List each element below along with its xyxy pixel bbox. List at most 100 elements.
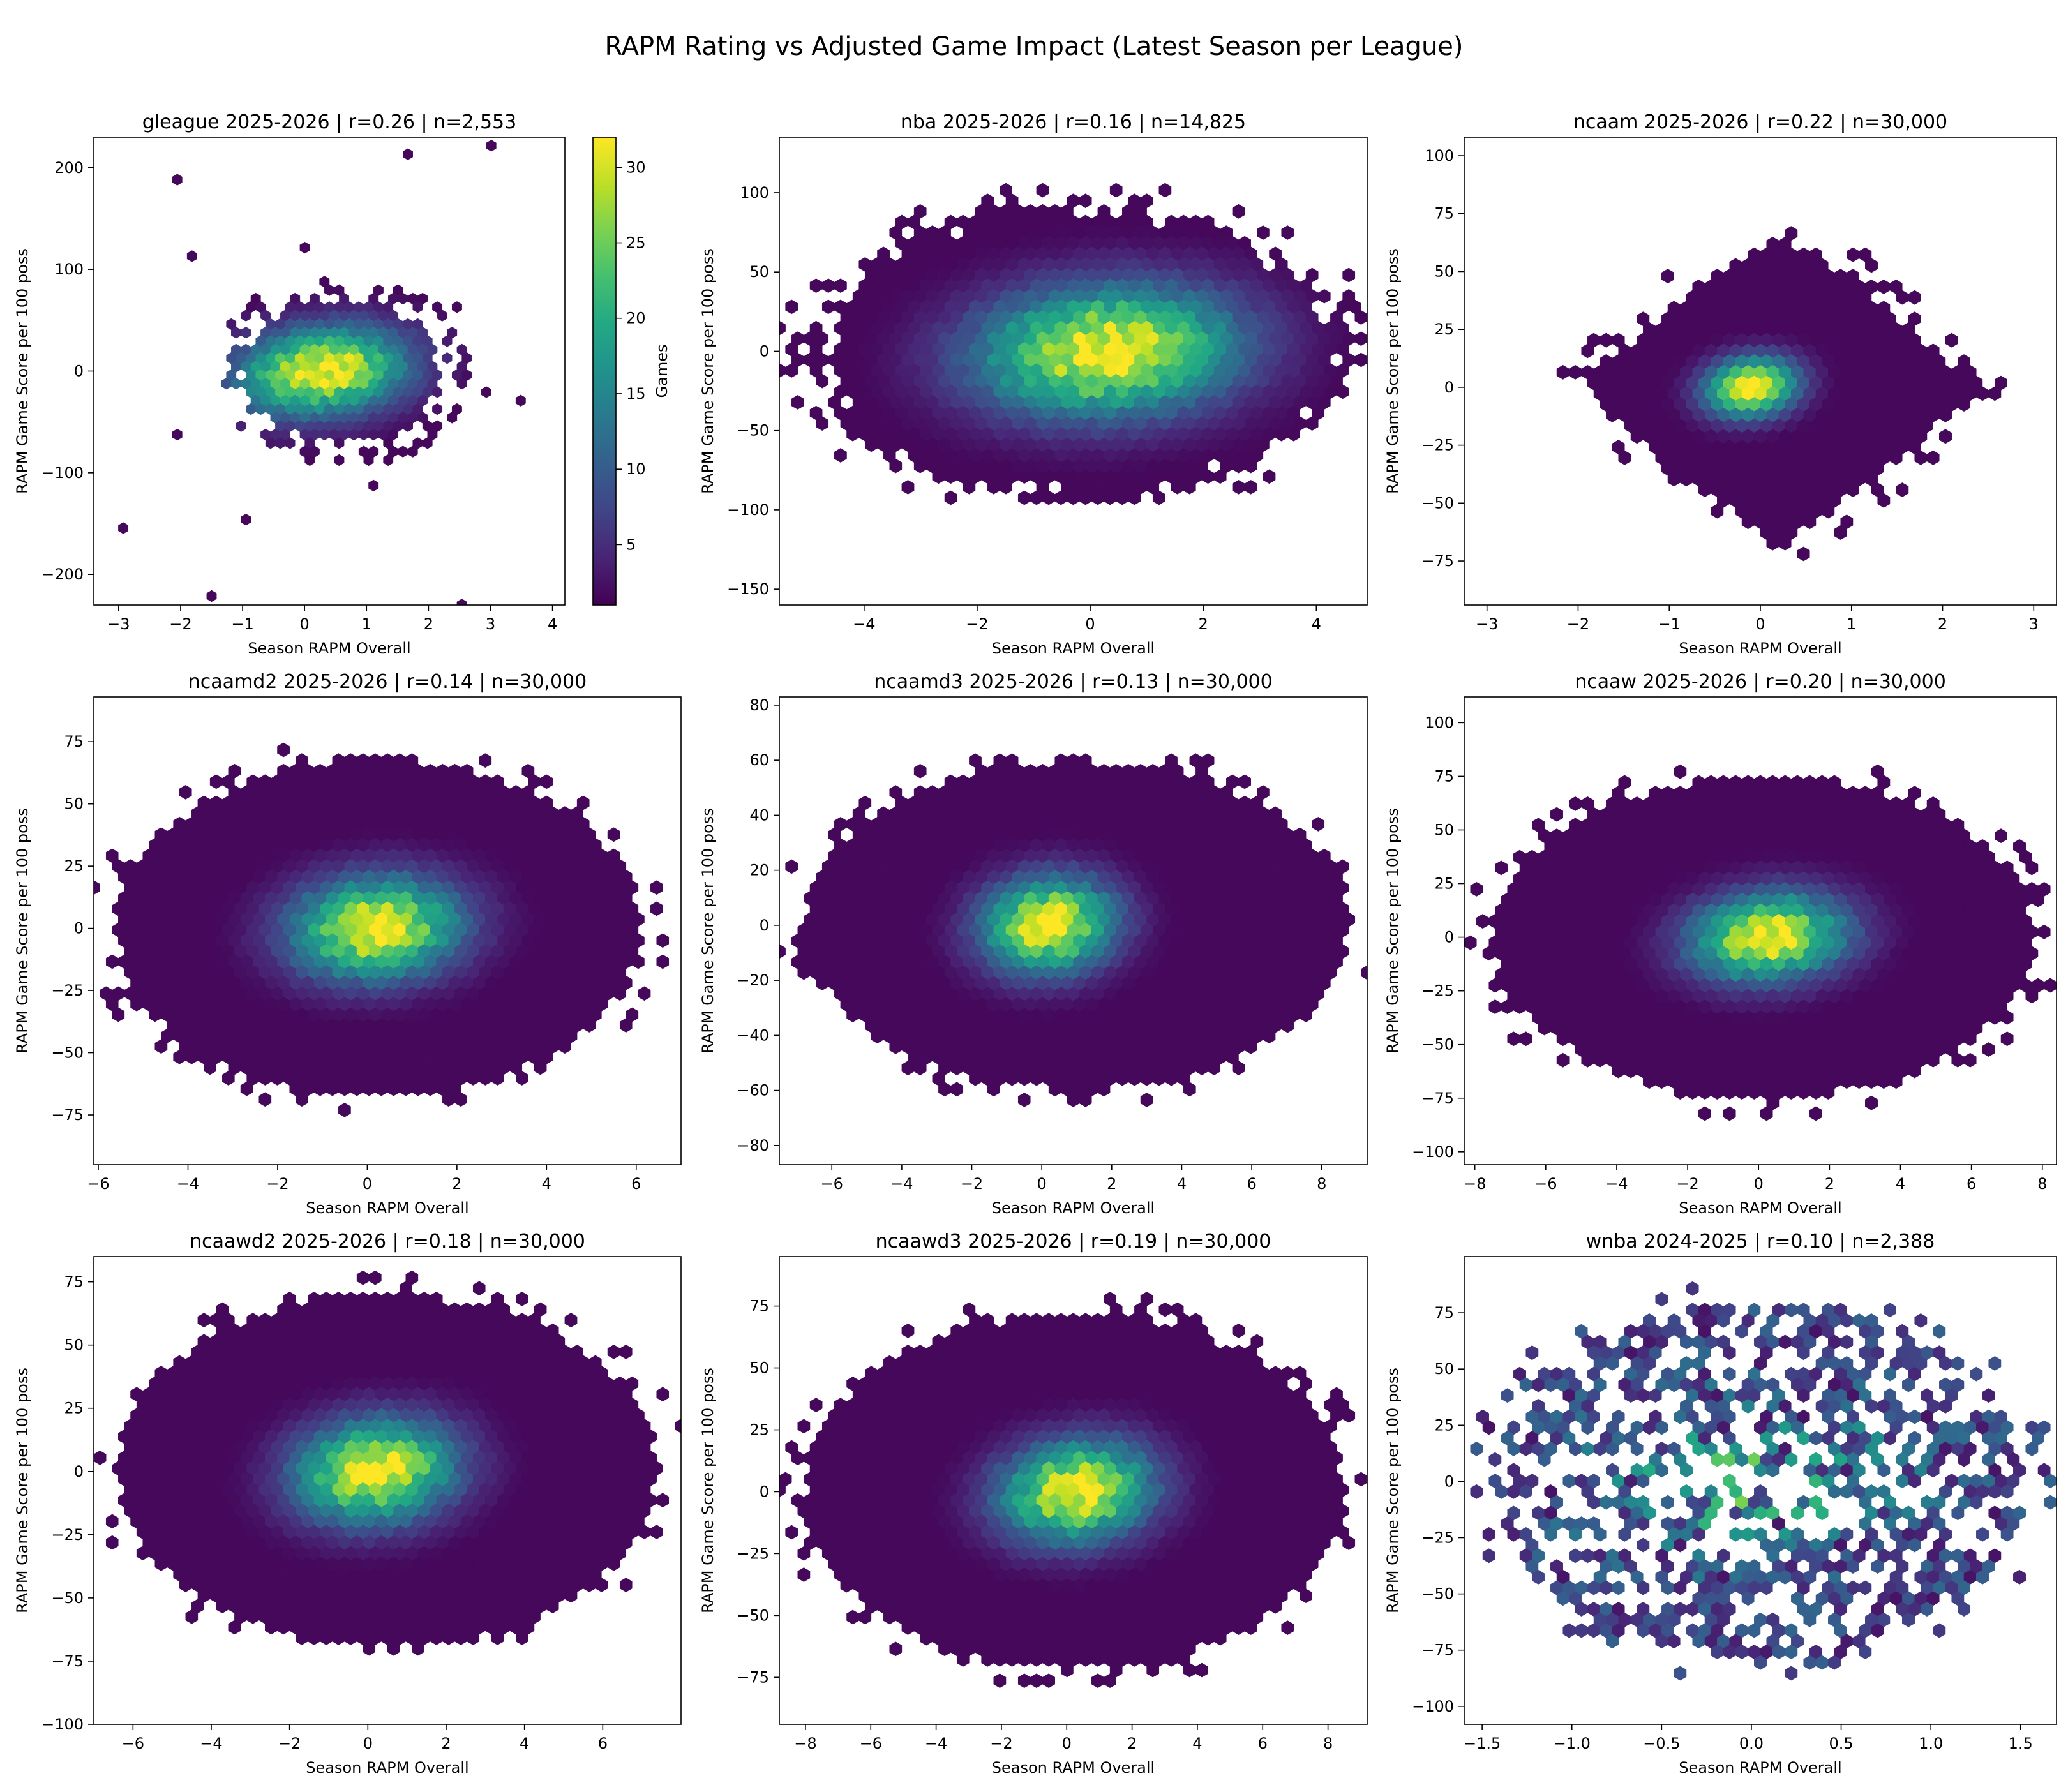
y-tick-label: 40: [749, 806, 769, 824]
hex-cell: [1822, 504, 1835, 519]
axes-frame: [93, 696, 682, 1165]
hex-cell: [447, 412, 458, 424]
hex-cell: [241, 514, 251, 526]
hex-cell: [816, 416, 829, 431]
hex-cell: [944, 490, 957, 505]
hex-cell: [1600, 332, 1613, 348]
hex-cell: [816, 373, 829, 389]
x-tick-label: 4: [1312, 615, 1321, 633]
x-tick-label: 0: [1755, 615, 1765, 633]
hex-cell: [1342, 267, 1356, 283]
y-tick-label: −150: [727, 580, 769, 598]
hex-cell: [2025, 860, 2039, 876]
x-tick-label: 6: [631, 1175, 641, 1193]
hex-cell: [1711, 504, 1724, 519]
hex-cell: [1495, 860, 1508, 876]
hex-cell: [656, 954, 670, 969]
hex-cell: [432, 403, 443, 415]
hex-cell: [1263, 469, 1276, 484]
hex-cell: [112, 1007, 125, 1022]
hex-cell: [412, 301, 423, 313]
y-tick-label: −25: [51, 982, 84, 999]
y-tick-label: −60: [737, 1082, 769, 1100]
x-tick-label: 4: [542, 1175, 551, 1193]
hex-cell: [1834, 525, 1847, 540]
hex-cell: [304, 454, 315, 467]
hex-cell: [338, 1103, 351, 1117]
hex-cell: [118, 522, 129, 534]
hex-cell: [779, 937, 780, 945]
x-tick-label: −1: [1658, 615, 1681, 633]
hex-cell: [1281, 1018, 1294, 1033]
hex-cell: [963, 480, 976, 495]
hex-cell: [299, 241, 310, 254]
hex-cell: [638, 986, 651, 1001]
x-tick-label: 2: [1107, 1175, 1116, 1193]
hex-cell: [834, 278, 847, 293]
hex-cell: [1354, 310, 1367, 325]
hex-cell: [1476, 914, 1489, 929]
x-tick-label: 1: [362, 615, 371, 633]
y-tick-label: 0: [1444, 378, 1454, 396]
hex-cell: [1889, 450, 1903, 465]
x-tick-label: 1: [1847, 615, 1856, 633]
y-tick-label: −100: [727, 501, 769, 519]
hex-cell: [105, 954, 119, 969]
hex-cell: [154, 1039, 168, 1054]
hex-cell: [486, 140, 497, 152]
y-axis-label: RAPM Game Score per 100 poss: [13, 248, 31, 494]
hex-cell: [442, 352, 453, 364]
hexbin-cells: [779, 753, 1367, 1107]
panel-title: ncaamd3 2025-2026 | r=0.13 | n=30,000: [874, 671, 1272, 693]
hex-cell: [179, 785, 192, 800]
hex-cell: [1896, 482, 1909, 497]
hexbin-cells: [94, 742, 670, 1117]
hex-cell: [650, 880, 663, 895]
hex-cell: [1926, 450, 1940, 465]
y-tick-label: 50: [64, 795, 84, 813]
hex-cell: [1797, 546, 1810, 562]
hex-cell: [437, 310, 447, 322]
y-tick-label: −200: [41, 565, 84, 583]
hex-cell: [1958, 397, 1970, 412]
hex-cell: [258, 1092, 272, 1107]
hex-cell: [987, 1082, 1000, 1097]
hex-cell: [398, 445, 408, 458]
hex-cell: [206, 590, 217, 602]
y-tick-label: −50: [51, 1044, 84, 1062]
x-tick-label: 4: [1177, 1175, 1187, 1193]
x-tick-label: −2: [169, 615, 191, 633]
y-tick-label: 0: [74, 362, 84, 380]
y-tick-label: −40: [737, 1026, 769, 1044]
x-tick-label: 4: [548, 615, 557, 633]
y-tick-label: 25: [64, 857, 84, 875]
hex-cell: [456, 378, 467, 390]
y-axis-label: RAPM Game Score per 100 poss: [699, 808, 717, 1054]
x-tick-label: −6: [821, 1175, 843, 1193]
x-tick-label: −4: [890, 1175, 913, 1193]
hex-cell: [821, 299, 835, 315]
hex-cell: [1939, 407, 1952, 422]
y-tick-label: 100: [1425, 147, 1454, 165]
hex-cell: [1213, 469, 1227, 484]
hexbin-cells: [1556, 226, 2007, 562]
y-tick-label: 60: [749, 751, 769, 769]
hex-cell: [422, 437, 433, 449]
y-tick-label: 0: [760, 342, 769, 360]
hex-cell: [172, 174, 183, 186]
hex-cell: [1550, 807, 1563, 822]
x-axis-label: Season RAPM Overall: [992, 639, 1155, 657]
hex-cell: [1232, 1061, 1245, 1075]
hex-cell: [1661, 269, 1674, 284]
hex-cell: [1257, 225, 1270, 240]
hex-cell: [383, 454, 394, 467]
hex-cell: [791, 395, 804, 410]
hex-cell: [186, 250, 197, 262]
hex-cell: [481, 386, 491, 398]
x-tick-label: 0: [300, 615, 310, 633]
hex-cell: [656, 933, 670, 948]
hex-cell: [1305, 416, 1319, 431]
y-tick-label: −25: [1421, 437, 1454, 454]
x-tick-label: 0: [1085, 615, 1095, 633]
